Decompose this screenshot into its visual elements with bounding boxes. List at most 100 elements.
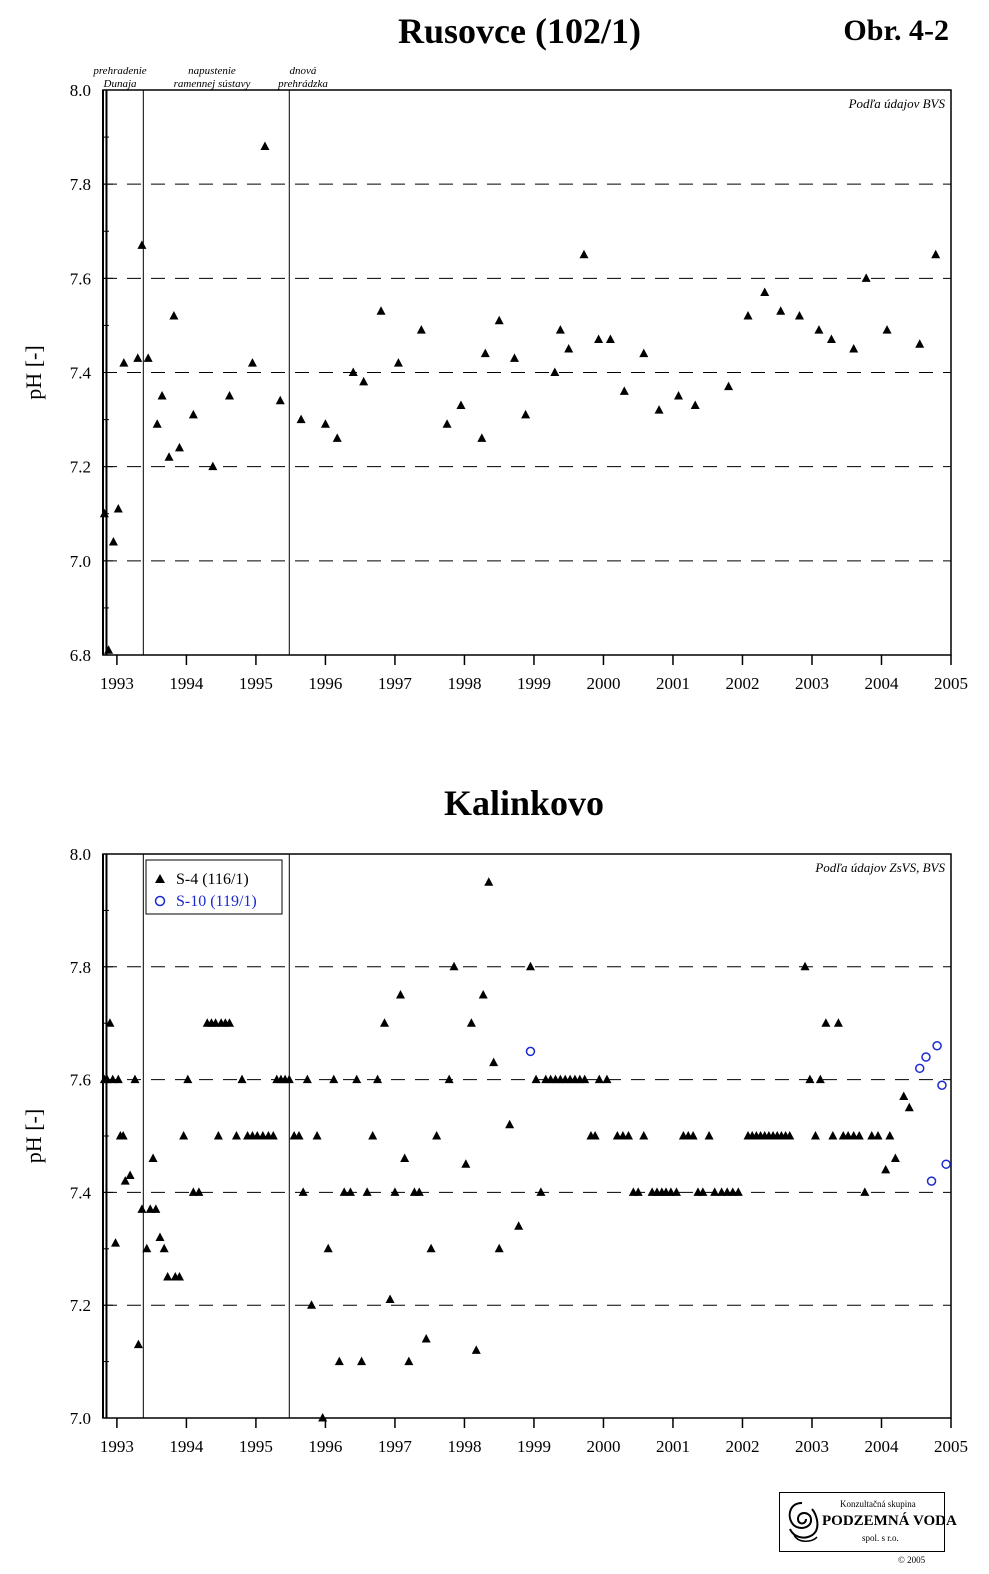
data-point-triangle — [359, 376, 369, 386]
data-point-triangle — [390, 1187, 400, 1196]
data-point-triangle — [484, 877, 494, 886]
data-point-triangle — [449, 961, 459, 971]
data-point-triangle — [760, 287, 770, 296]
data-point-triangle — [724, 381, 734, 391]
data-point-triangle — [137, 240, 147, 249]
data-point-triangle — [800, 961, 810, 971]
data-point-triangle — [639, 1131, 649, 1140]
data-point-triangle — [494, 1243, 504, 1253]
data-point-triangle — [395, 990, 405, 999]
x-tick-label: 2000 — [586, 1437, 620, 1456]
data-point-triangle — [133, 353, 143, 362]
data-point-triangle — [225, 391, 235, 400]
data-point-triangle — [164, 452, 174, 461]
data-point-triangle — [461, 1159, 471, 1168]
x-tick-label: 2005 — [934, 1437, 968, 1456]
data-point-triangle — [345, 1187, 355, 1196]
data-point-triangle — [555, 325, 565, 334]
data-point-triangle — [590, 1131, 600, 1140]
data-point-triangle — [623, 1131, 633, 1140]
source-note: Podľa údajov BVS — [848, 96, 946, 111]
legend-marker — [155, 874, 165, 883]
data-point-triangle — [494, 315, 504, 325]
chart-title-rusovce: Rusovce (102/1) — [398, 11, 641, 51]
data-point-triangle — [432, 1131, 442, 1140]
data-point-triangle — [137, 1204, 147, 1213]
data-point-triangle — [890, 1153, 900, 1163]
data-point-triangle — [268, 1131, 278, 1140]
data-point-triangle — [826, 334, 836, 344]
data-point-triangle — [536, 1187, 546, 1196]
y-tick-label: 7.6 — [70, 269, 91, 288]
data-point-triangle — [194, 1187, 204, 1196]
event-annotation: dnová — [290, 65, 317, 77]
y-tick-label: 7.6 — [70, 1071, 91, 1090]
data-point-triangle — [213, 1131, 223, 1140]
data-point-triangle — [357, 1356, 367, 1366]
legend-box — [145, 859, 283, 915]
x-tick-label: 1994 — [169, 1437, 204, 1456]
data-point-triangle — [899, 1091, 909, 1101]
data-point-triangle — [602, 1074, 612, 1084]
data-point-triangle — [385, 1294, 395, 1304]
y-axis-label: pH [-] — [21, 1109, 46, 1163]
y-tick-label: 7.8 — [70, 175, 91, 194]
data-point-triangle — [704, 1131, 714, 1140]
data-point-triangle — [815, 1074, 825, 1084]
data-point-triangle — [416, 325, 426, 334]
data-point-triangle — [885, 1131, 895, 1140]
data-point-triangle — [298, 1187, 308, 1196]
x-tick-label: 2005 — [934, 674, 968, 693]
data-point-triangle — [130, 1074, 140, 1084]
logo-company-form: spol. s r.o. — [862, 1533, 899, 1543]
y-tick-label: 7.4 — [70, 1183, 92, 1202]
data-point-triangle — [320, 419, 330, 428]
data-point-triangle — [873, 1131, 883, 1140]
source-note: Podľa údajov ZsVS, BVS — [814, 860, 945, 875]
data-point-triangle — [169, 311, 179, 320]
company-logo: Konzultačná skupina PODZEMNÁ VODA spol. … — [779, 1492, 957, 1552]
data-point-triangle — [318, 1413, 328, 1422]
x-tick-label: 1998 — [447, 1437, 481, 1456]
y-tick-label: 7.8 — [70, 958, 91, 977]
data-point-triangle — [380, 1018, 390, 1027]
data-point-triangle — [698, 1187, 708, 1196]
x-tick-label: 1997 — [378, 1437, 413, 1456]
y-tick-label: 7.2 — [70, 1296, 91, 1315]
data-point-triangle — [733, 1187, 743, 1196]
data-point-triangle — [119, 358, 129, 367]
data-point-triangle — [159, 1243, 169, 1253]
chart-title-kalinkovo: Kalinkovo — [444, 783, 605, 823]
data-point-triangle — [334, 1356, 344, 1366]
x-tick-label: 2003 — [795, 1437, 829, 1456]
data-point-triangle — [489, 1057, 499, 1067]
x-tick-label: 1999 — [517, 1437, 551, 1456]
event-annotation: prehradenie — [92, 65, 146, 77]
data-point-triangle — [113, 1074, 123, 1084]
data-point-triangle — [828, 1131, 838, 1140]
data-point-triangle — [860, 1187, 870, 1196]
kalinkovo-ph-chart: 7.0 7.2 7.4 7.6 7.8 8.0 1993 1994 1995 1996 1997 19… — [21, 845, 968, 1456]
data-point-triangle — [654, 405, 664, 414]
data-point-triangle — [362, 1187, 372, 1196]
data-point-triangle — [275, 395, 285, 405]
data-point-circle — [941, 1159, 951, 1169]
data-point-triangle — [143, 353, 153, 362]
data-point-triangle — [348, 367, 358, 376]
data-point-triangle — [805, 1074, 815, 1084]
data-point-triangle — [332, 433, 342, 442]
data-point-triangle — [466, 1018, 476, 1027]
data-point-circle — [525, 1046, 536, 1057]
data-point-triangle — [478, 990, 488, 999]
data-point-triangle — [118, 1131, 128, 1140]
data-point-triangle — [881, 1164, 891, 1174]
x-tick-label: 1998 — [447, 674, 481, 693]
data-point-triangle — [514, 1221, 524, 1230]
data-point-triangle — [323, 1243, 333, 1253]
data-point-triangle — [157, 391, 167, 400]
data-point-triangle — [148, 1153, 158, 1163]
x-tick-label: 2004 — [864, 674, 899, 693]
event-annotation: ramennej sústavy — [174, 78, 251, 90]
data-point-triangle — [111, 1238, 121, 1247]
legend-marker — [154, 895, 166, 907]
